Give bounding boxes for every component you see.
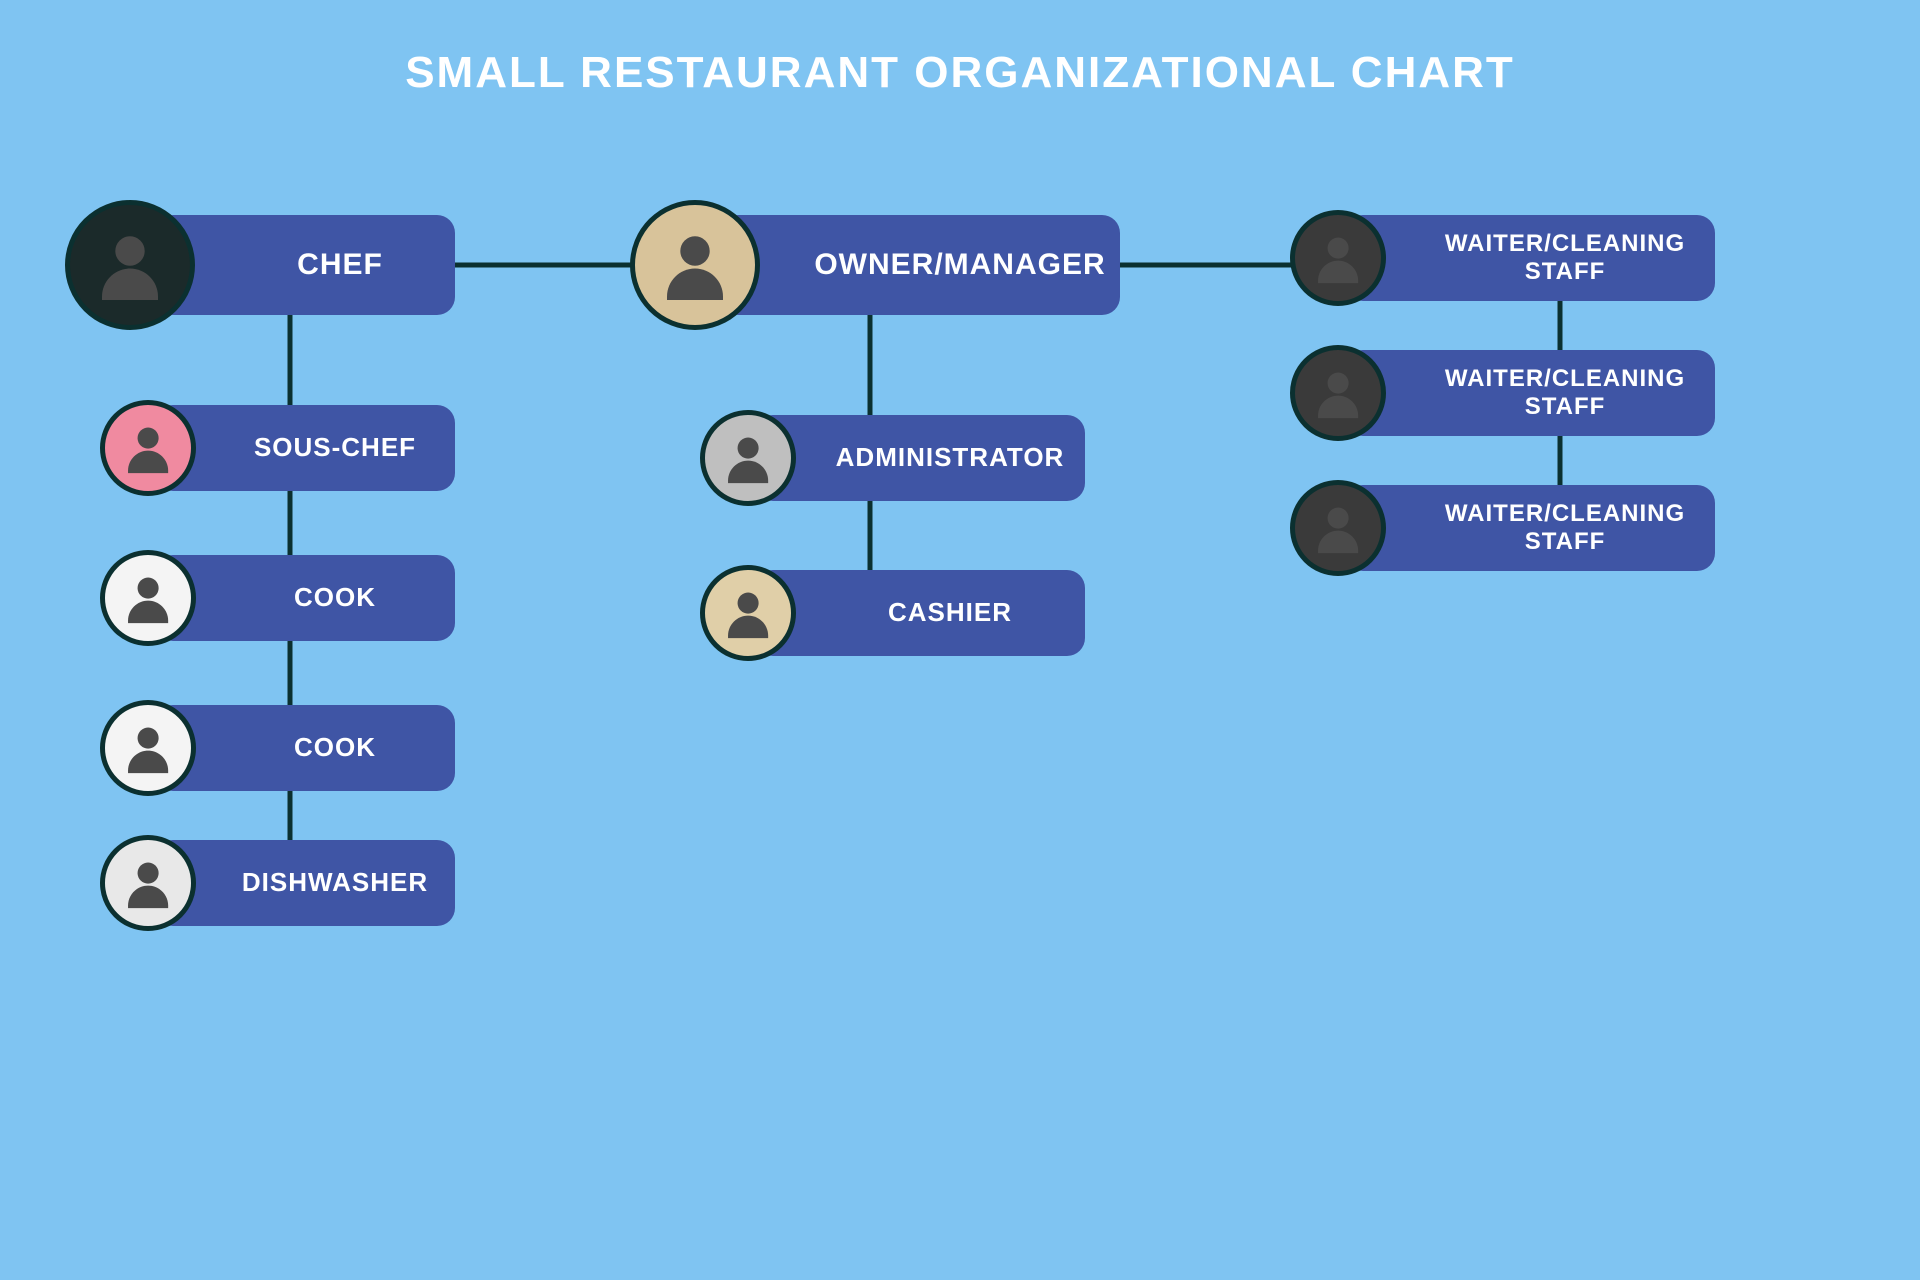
avatar-dishwasher	[100, 835, 196, 931]
org-node-chef: CHEF	[155, 215, 455, 315]
org-node-owner: OWNER/MANAGER	[720, 215, 1120, 315]
org-node-waiter3: WAITER/CLEANING STAFF	[1345, 485, 1715, 571]
org-node-label: OWNER/MANAGER	[800, 248, 1120, 283]
avatar-owner	[630, 200, 760, 330]
avatar-admin	[700, 410, 796, 506]
avatar-cashier	[700, 565, 796, 661]
avatar-cook2	[100, 700, 196, 796]
org-node-souschef: SOUS-CHEF	[155, 405, 455, 491]
org-node-label: ADMINISTRATOR	[815, 443, 1085, 473]
org-node-label: CHEF	[225, 248, 455, 283]
org-node-cook1: COOK	[155, 555, 455, 641]
org-node-label: DISHWASHER	[215, 868, 455, 898]
org-node-label: CASHIER	[815, 598, 1085, 628]
org-node-cook2: COOK	[155, 705, 455, 791]
chart-title: SMALL RESTAURANT ORGANIZATIONAL CHART	[0, 48, 1920, 98]
org-node-waiter1: WAITER/CLEANING STAFF	[1345, 215, 1715, 301]
avatar-waiter1	[1290, 210, 1386, 306]
org-node-label: WAITER/CLEANING STAFF	[1415, 230, 1715, 285]
avatar-cook1	[100, 550, 196, 646]
org-node-label: WAITER/CLEANING STAFF	[1415, 500, 1715, 555]
org-node-admin: ADMINISTRATOR	[755, 415, 1085, 501]
org-node-label: WAITER/CLEANING STAFF	[1415, 365, 1715, 420]
org-node-dishwasher: DISHWASHER	[155, 840, 455, 926]
org-node-waiter2: WAITER/CLEANING STAFF	[1345, 350, 1715, 436]
avatar-chef	[65, 200, 195, 330]
org-node-label: COOK	[215, 583, 455, 613]
org-node-cashier: CASHIER	[755, 570, 1085, 656]
org-node-label: SOUS-CHEF	[215, 433, 455, 463]
org-node-label: COOK	[215, 733, 455, 763]
avatar-waiter2	[1290, 345, 1386, 441]
avatar-waiter3	[1290, 480, 1386, 576]
avatar-souschef	[100, 400, 196, 496]
